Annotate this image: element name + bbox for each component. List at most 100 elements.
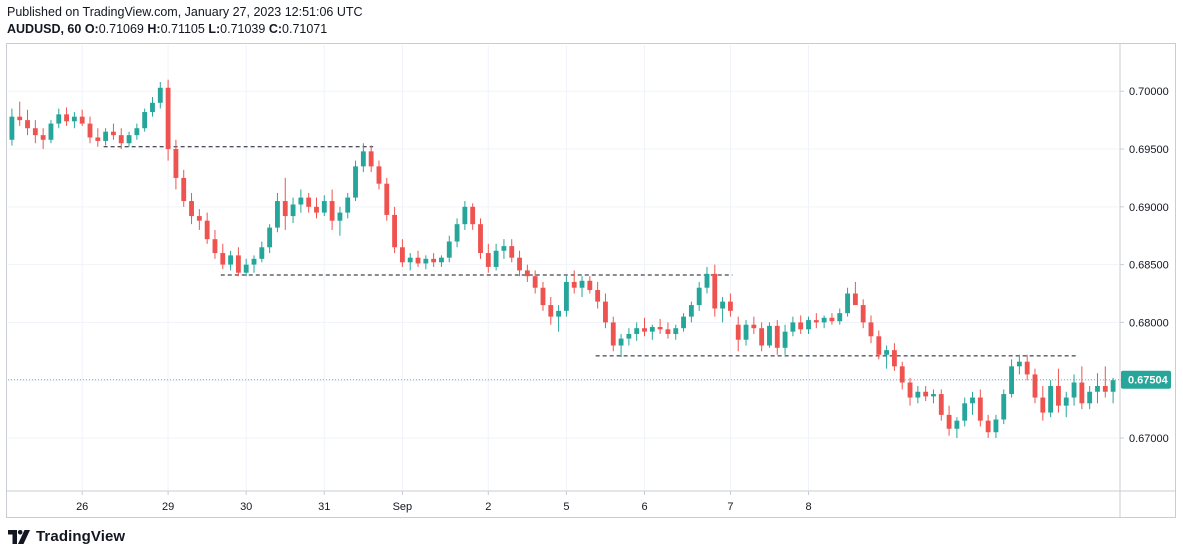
candle[interactable] — [751, 316, 757, 334]
candle[interactable] — [993, 414, 999, 438]
candle[interactable] — [977, 389, 983, 427]
candle[interactable] — [649, 324, 655, 340]
candle[interactable] — [1001, 389, 1007, 425]
candle[interactable] — [181, 169, 187, 207]
candle[interactable] — [111, 123, 116, 140]
candle[interactable] — [954, 417, 960, 438]
candle[interactable] — [329, 189, 335, 230]
candle[interactable] — [399, 239, 405, 267]
candle[interactable] — [134, 123, 140, 140]
candle[interactable] — [9, 108, 15, 146]
candle[interactable] — [626, 328, 632, 346]
candle[interactable] — [712, 264, 718, 317]
candle[interactable] — [556, 305, 562, 332]
candle[interactable] — [915, 385, 921, 404]
candle[interactable] — [56, 108, 62, 129]
candle[interactable] — [720, 296, 726, 323]
candle[interactable] — [806, 316, 811, 334]
candle[interactable] — [150, 97, 155, 117]
candle[interactable] — [290, 197, 296, 223]
candle[interactable] — [727, 293, 733, 317]
candle[interactable] — [454, 218, 460, 248]
candle[interactable] — [798, 315, 804, 334]
candle[interactable] — [95, 128, 101, 147]
candle[interactable] — [165, 79, 171, 161]
candle[interactable] — [985, 414, 991, 438]
candle[interactable] — [485, 243, 491, 273]
candle[interactable] — [415, 250, 421, 267]
candle[interactable] — [790, 316, 796, 337]
candle[interactable] — [446, 235, 452, 263]
candle[interactable] — [860, 299, 866, 329]
candle[interactable] — [1071, 374, 1077, 406]
candle[interactable] — [532, 270, 538, 294]
candle[interactable] — [665, 322, 671, 339]
candle[interactable] — [774, 320, 780, 355]
candle[interactable] — [524, 264, 530, 282]
candle[interactable] — [173, 139, 179, 190]
candle[interactable] — [243, 258, 249, 277]
candle[interactable] — [142, 108, 148, 132]
candle[interactable] — [204, 212, 210, 244]
candle[interactable] — [704, 266, 710, 294]
candle[interactable] — [1032, 368, 1038, 404]
candle[interactable] — [759, 322, 765, 352]
candle[interactable] — [548, 296, 554, 325]
candle[interactable] — [618, 333, 624, 358]
candle[interactable] — [17, 101, 23, 126]
candle[interactable] — [212, 229, 218, 259]
candle[interactable] — [681, 313, 686, 332]
candle[interactable] — [571, 270, 577, 294]
candle[interactable] — [509, 239, 515, 263]
candle[interactable] — [157, 81, 163, 109]
candle[interactable] — [470, 203, 476, 230]
candle[interactable] — [235, 247, 241, 277]
candle[interactable] — [845, 287, 850, 317]
candle[interactable] — [337, 206, 343, 236]
candle[interactable] — [657, 318, 663, 334]
candle[interactable] — [87, 116, 93, 144]
candle[interactable] — [501, 239, 507, 259]
candle[interactable] — [376, 160, 382, 190]
candle[interactable] — [642, 317, 647, 337]
candle[interactable] — [884, 345, 890, 369]
candle[interactable] — [439, 255, 444, 267]
candle[interactable] — [251, 255, 257, 273]
candle[interactable] — [321, 195, 327, 217]
candle[interactable] — [821, 315, 827, 329]
candle[interactable] — [275, 192, 280, 233]
candle[interactable] — [1063, 391, 1069, 418]
candle[interactable] — [196, 209, 202, 230]
candle[interactable] — [1040, 385, 1046, 421]
candle[interactable] — [735, 316, 741, 352]
candle[interactable] — [1016, 354, 1022, 375]
candle[interactable] — [868, 315, 874, 344]
candle[interactable] — [1079, 366, 1085, 410]
candle[interactable] — [563, 276, 569, 317]
candle[interactable] — [837, 308, 843, 325]
candle[interactable] — [813, 313, 819, 329]
candle[interactable] — [64, 107, 69, 126]
candle[interactable] — [228, 250, 234, 271]
candle[interactable] — [946, 405, 952, 436]
candle[interactable] — [368, 145, 374, 173]
candle[interactable] — [1009, 359, 1014, 398]
candle[interactable] — [407, 253, 413, 271]
chart-frame[interactable] — [6, 43, 1176, 518]
candle[interactable] — [189, 192, 194, 225]
candle[interactable] — [32, 120, 38, 144]
candle[interactable] — [493, 243, 499, 271]
candle[interactable] — [962, 397, 968, 427]
candle[interactable] — [282, 177, 288, 230]
candle[interactable] — [1110, 377, 1116, 404]
candle[interactable] — [267, 224, 273, 254]
candle[interactable] — [673, 324, 679, 340]
candle[interactable] — [907, 377, 913, 406]
candle[interactable] — [876, 330, 882, 360]
candle[interactable] — [782, 324, 788, 355]
candle[interactable] — [1102, 366, 1108, 398]
candle[interactable] — [220, 243, 226, 270]
candle[interactable] — [478, 218, 483, 259]
candle[interactable] — [306, 192, 312, 213]
candle[interactable] — [1087, 385, 1093, 410]
